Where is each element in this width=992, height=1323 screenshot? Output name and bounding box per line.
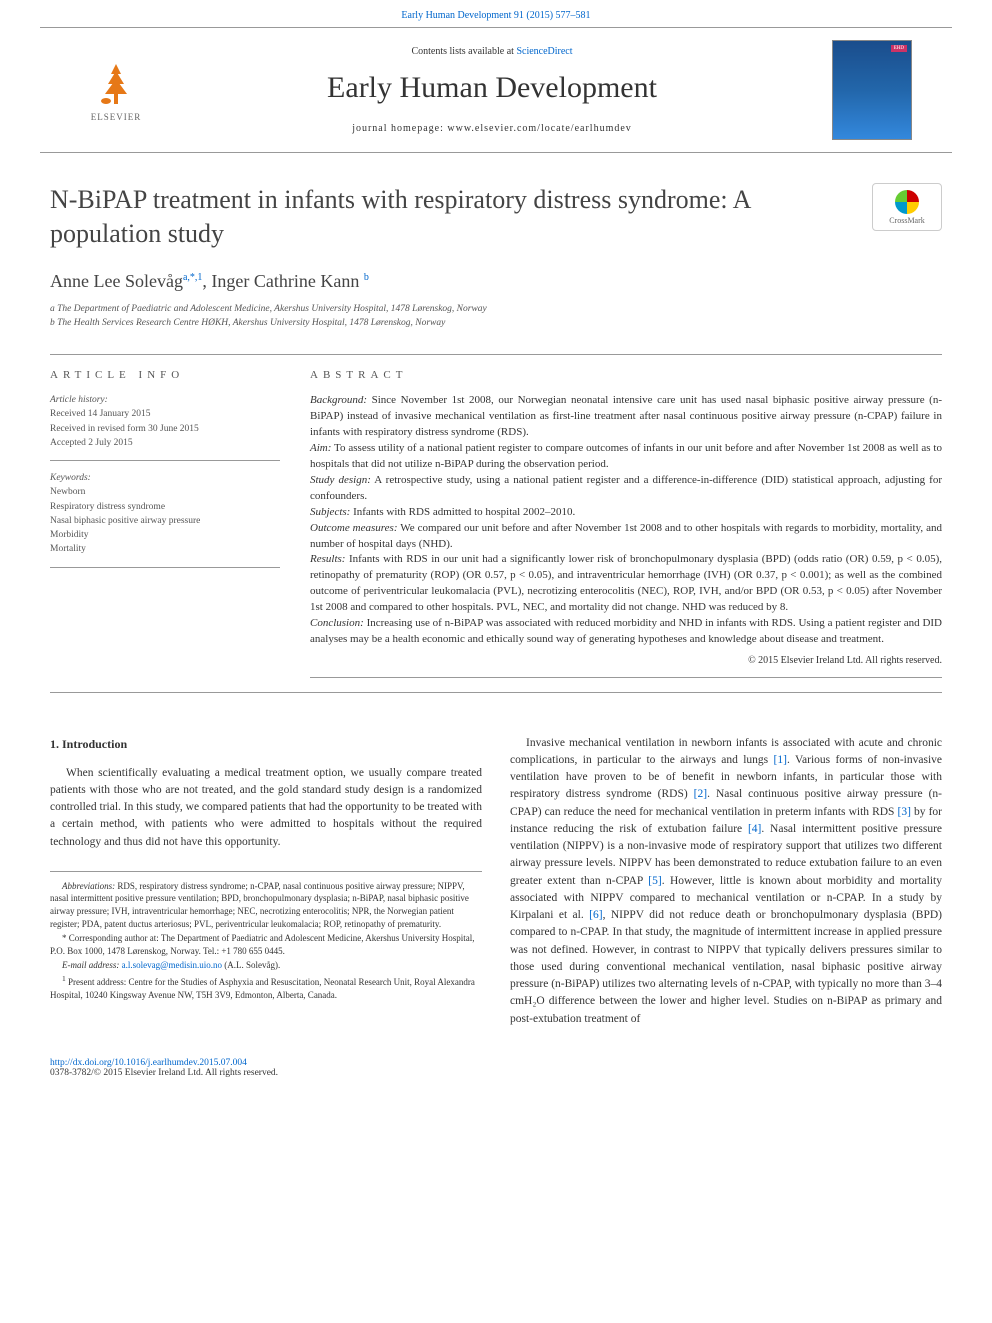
cover-badge: EHD	[891, 45, 907, 52]
contents-available: Contents lists available at ScienceDirec…	[152, 46, 832, 57]
doi-link[interactable]: http://dx.doi.org/10.1016/j.earlhumdev.2…	[50, 1058, 247, 1068]
divider-rule	[50, 354, 942, 355]
ref-1-link[interactable]: [1]	[774, 754, 787, 766]
issn-line: 0378-3782/© 2015 Elsevier Ireland Ltd. A…	[50, 1068, 278, 1078]
right-column: Invasive mechanical ventilation in newbo…	[510, 735, 942, 1028]
intro-para-1: When scientifically evaluating a medical…	[50, 765, 482, 851]
crossmark-icon	[895, 190, 919, 214]
abstract-heading: ABSTRACT	[310, 369, 942, 381]
authors-line: Anne Lee Solevåga,*,1, Inger Cathrine Ka…	[50, 271, 852, 292]
elsevier-logo: ELSEVIER	[80, 50, 152, 130]
ref-3-link[interactable]: [3]	[898, 806, 911, 818]
crossmark-badge[interactable]: CrossMark	[872, 183, 942, 231]
ref-6-link[interactable]: [6]	[589, 909, 602, 921]
journal-cover-image: EHD	[832, 40, 912, 140]
header-reference: Early Human Development 91 (2015) 577–58…	[0, 0, 992, 27]
affiliation-b: b The Health Services Research Centre HØ…	[50, 316, 852, 330]
crossmark-label: CrossMark	[889, 216, 925, 225]
article-title: N-BiPAP treatment in infants with respir…	[50, 183, 852, 251]
intro-para-2: Invasive mechanical ventilation in newbo…	[510, 735, 942, 1028]
elsevier-tree-icon	[91, 59, 141, 109]
abstract-copyright: © 2015 Elsevier Ireland Ltd. All rights …	[310, 654, 942, 669]
divider-rule-2	[50, 692, 942, 693]
ref-2-link[interactable]: [2]	[694, 788, 707, 800]
abstract-body: Background: Since November 1st 2008, our…	[310, 393, 942, 678]
article-info-heading: ARTICLE INFO	[50, 369, 280, 381]
keywords-block: Keywords: Newborn Respiratory distress s…	[50, 471, 280, 568]
article-history: Article history: Received 14 January 201…	[50, 393, 280, 461]
abstract-section: ABSTRACT Background: Since November 1st …	[310, 369, 942, 678]
journal-banner: ELSEVIER Contents lists available at Sci…	[40, 27, 952, 153]
affiliation-a: a The Department of Paediatric and Adole…	[50, 302, 852, 316]
journal-homepage: journal homepage: www.elsevier.com/locat…	[152, 123, 832, 134]
ref-4-link[interactable]: [4]	[748, 823, 761, 835]
body-columns: 1. Introduction When scientifically eval…	[0, 707, 992, 1048]
intro-heading: 1. Introduction	[50, 735, 482, 753]
journal-name: Early Human Development	[152, 71, 832, 105]
ref-5-link[interactable]: [5]	[648, 875, 661, 887]
elsevier-label: ELSEVIER	[91, 112, 142, 122]
footnotes: Abbreviations: RDS, respiratory distress…	[50, 871, 482, 1001]
left-column: 1. Introduction When scientifically eval…	[50, 735, 482, 1028]
page-footer: http://dx.doi.org/10.1016/j.earlhumdev.2…	[0, 1048, 992, 1098]
email-link[interactable]: a.l.solevag@medisin.uio.no	[119, 960, 222, 970]
affiliations: a The Department of Paediatric and Adole…	[50, 302, 852, 331]
sciencedirect-link[interactable]: ScienceDirect	[516, 46, 572, 57]
article-info-sidebar: ARTICLE INFO Article history: Received 1…	[50, 369, 280, 678]
